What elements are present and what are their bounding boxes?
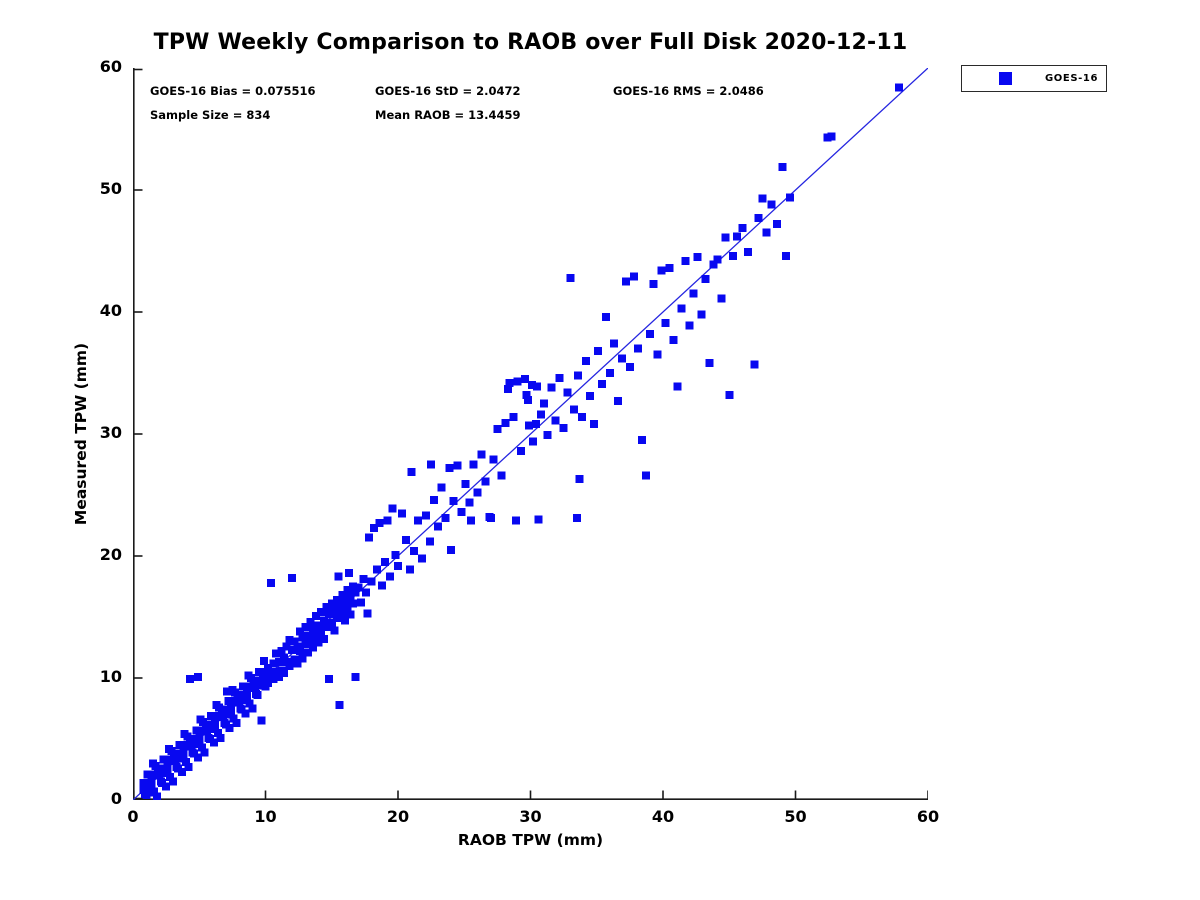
scatter-plot-area bbox=[133, 68, 928, 800]
x-tick-label: 0 bbox=[127, 807, 139, 826]
legend-marker bbox=[999, 72, 1012, 85]
stat-bias: GOES-16 Bias = 0.075516 bbox=[150, 84, 316, 98]
y-tick-label: 30 bbox=[99, 423, 122, 442]
stat-mean-raob: Mean RAOB = 13.4459 bbox=[375, 108, 521, 122]
x-tick-label: 20 bbox=[386, 807, 410, 826]
legend-box: GOES-16 bbox=[961, 65, 1107, 92]
y-tick-label: 40 bbox=[99, 301, 122, 320]
x-tick-label: 50 bbox=[784, 807, 807, 826]
x-axis-label: RAOB TPW (mm) bbox=[457, 831, 604, 849]
x-tick-label: 10 bbox=[254, 807, 277, 826]
y-axis-label: Measured TPW (mm) bbox=[72, 342, 90, 526]
y-tick-label: 0 bbox=[110, 789, 122, 808]
y-tick-label: 50 bbox=[99, 179, 122, 198]
y-tick-label: 60 bbox=[99, 57, 122, 76]
y-tick-label: 20 bbox=[99, 545, 122, 564]
legend-label: GOES-16 bbox=[1045, 73, 1099, 84]
stat-std: GOES-16 StD = 2.0472 bbox=[375, 84, 521, 98]
x-tick-label: 30 bbox=[519, 807, 542, 826]
y-tick-label: 10 bbox=[99, 667, 122, 686]
stat-rms: GOES-16 RMS = 2.0486 bbox=[613, 84, 764, 98]
x-tick-label: 60 bbox=[916, 807, 940, 826]
chart-title: TPW Weekly Comparison to RAOB over Full … bbox=[153, 30, 908, 55]
x-tick-label: 40 bbox=[651, 807, 675, 826]
stat-sample-size: Sample Size = 834 bbox=[150, 108, 271, 122]
